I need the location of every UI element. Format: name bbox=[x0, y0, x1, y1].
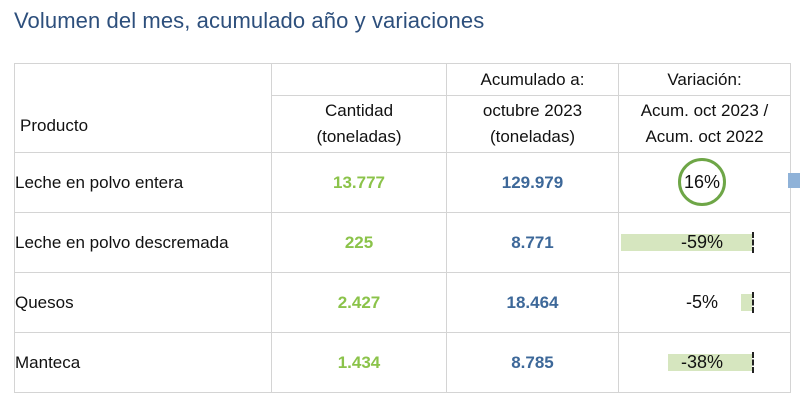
variacion-graphic: -59% bbox=[619, 213, 790, 272]
variacion-axis bbox=[752, 232, 754, 253]
cantidad-value: 13.777 bbox=[271, 152, 447, 213]
product-name: Leche en polvo entera bbox=[14, 152, 272, 213]
header-producto: Producto bbox=[20, 116, 89, 135]
header-row-sub: Cantidad (toneladas) octubre 2023 (tonel… bbox=[15, 95, 791, 153]
acumulado-value: 8.785 bbox=[446, 332, 619, 393]
variacion-cell: -38% bbox=[618, 332, 791, 393]
variacion-bar bbox=[667, 354, 752, 371]
header-cantidad: Cantidad (toneladas) bbox=[271, 95, 447, 153]
cantidad-value: 2.427 bbox=[271, 272, 447, 333]
variacion-value: -59% bbox=[680, 232, 724, 252]
variacion-value: -38% bbox=[680, 352, 724, 372]
variacion-axis bbox=[752, 352, 754, 373]
cantidad-value: 1.434 bbox=[271, 332, 447, 393]
variacion-bar bbox=[740, 294, 752, 311]
header-acumulado: octubre 2023 (toneladas) bbox=[446, 95, 619, 153]
header-acumulado-line2: (toneladas) bbox=[489, 127, 576, 146]
header-cantidad-line1: Cantidad bbox=[324, 101, 394, 120]
variacion-bar bbox=[621, 234, 752, 251]
variacion-graphic: -38% bbox=[619, 333, 790, 392]
variacion-cell: 16% bbox=[618, 152, 800, 213]
table-row: Quesos 2.427 18.464 -5% bbox=[14, 272, 791, 333]
acumulado-value: 129.979 bbox=[446, 152, 619, 213]
variacion-graphic: -5% bbox=[619, 273, 790, 332]
header-variacion-line2: Acum. oct 2022 bbox=[645, 127, 764, 146]
header-cantidad-top bbox=[271, 63, 447, 96]
header-acumulado-top: Acumulado a: bbox=[446, 63, 619, 96]
variacion-graphic: 16% bbox=[619, 153, 800, 212]
header-cantidad-line2: (toneladas) bbox=[316, 127, 402, 146]
product-name: Quesos bbox=[14, 272, 272, 333]
header-variacion: Acum. oct 2023 / Acum. oct 2022 bbox=[618, 95, 791, 153]
variacion-axis bbox=[752, 292, 754, 313]
header-acumulado-line1: octubre 2023 bbox=[482, 101, 583, 120]
table-body: Leche en polvo entera 13.777 129.979 16% Lec… bbox=[14, 152, 800, 393]
variacion-value: -5% bbox=[685, 292, 718, 312]
volume-table: Producto Acumulado a: Variación: Cantida… bbox=[14, 63, 800, 393]
header-variacion-top: Variación: bbox=[618, 63, 791, 96]
variacion-cell: -5% bbox=[618, 272, 791, 333]
table-row: Leche en polvo descremada 225 8.771 -59% bbox=[14, 212, 791, 273]
product-name: Manteca bbox=[14, 332, 272, 393]
acumulado-value: 8.771 bbox=[446, 212, 619, 273]
header-producto-cell: Producto bbox=[14, 63, 272, 153]
acumulado-value: 18.464 bbox=[446, 272, 619, 333]
header-row-top: Producto Acumulado a: Variación: bbox=[14, 63, 791, 153]
cantidad-value: 225 bbox=[271, 212, 447, 273]
table-row: Manteca 1.434 8.785 -38% bbox=[14, 332, 791, 393]
variacion-cell: -59% bbox=[618, 212, 791, 273]
highlight-circle bbox=[678, 158, 726, 206]
variacion-bar bbox=[788, 173, 800, 188]
table-row: Leche en polvo entera 13.777 129.979 16% bbox=[14, 152, 800, 213]
page-title: Volumen del mes, acumulado año y variaci… bbox=[14, 8, 485, 33]
product-name: Leche en polvo descremada bbox=[14, 212, 272, 273]
header-variacion-line1: Acum. oct 2023 / bbox=[640, 101, 769, 120]
